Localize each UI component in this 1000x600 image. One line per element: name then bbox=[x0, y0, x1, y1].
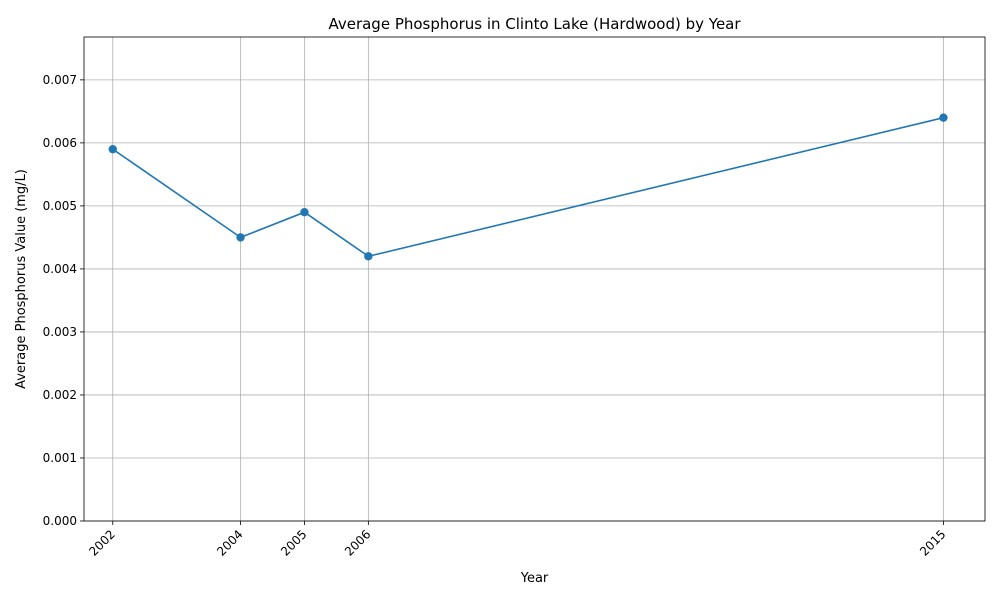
x-axis-label: Year bbox=[520, 571, 549, 586]
y-tick-label: 0.006 bbox=[43, 136, 77, 150]
grid bbox=[84, 37, 985, 522]
y-tick-label: 0.000 bbox=[43, 514, 77, 528]
chart-title: Average Phosphorus in Clinto Lake (Hardw… bbox=[328, 15, 741, 33]
series-layer bbox=[108, 113, 948, 261]
x-tick-label: 2004 bbox=[214, 527, 245, 558]
y-tick-label: 0.002 bbox=[43, 388, 77, 402]
data-point bbox=[939, 113, 948, 122]
y-tick-label: 0.003 bbox=[43, 325, 77, 339]
x-tick-label: 2002 bbox=[86, 527, 117, 558]
x-tick-label: 2005 bbox=[278, 527, 309, 558]
y-tick-label: 0.005 bbox=[43, 199, 77, 213]
y-tick-label: 0.001 bbox=[43, 451, 77, 465]
ticks: 0.000 0.001 0.002 0.003 0.004 0.005 0.006 0.007… bbox=[43, 73, 949, 559]
x-tick-label: 2006 bbox=[342, 527, 373, 558]
y-tick-label: 0.004 bbox=[43, 262, 77, 276]
plot-frame bbox=[83, 36, 986, 522]
data-point bbox=[300, 207, 309, 217]
data-point bbox=[364, 252, 373, 261]
x-tick-label: 2015 bbox=[917, 527, 948, 558]
y-tick-label: 0.007 bbox=[43, 73, 77, 87]
data-point bbox=[236, 233, 245, 242]
y-axis-label: Average Phosphorus Value (mg/L) bbox=[14, 169, 29, 389]
data-point bbox=[108, 144, 117, 154]
